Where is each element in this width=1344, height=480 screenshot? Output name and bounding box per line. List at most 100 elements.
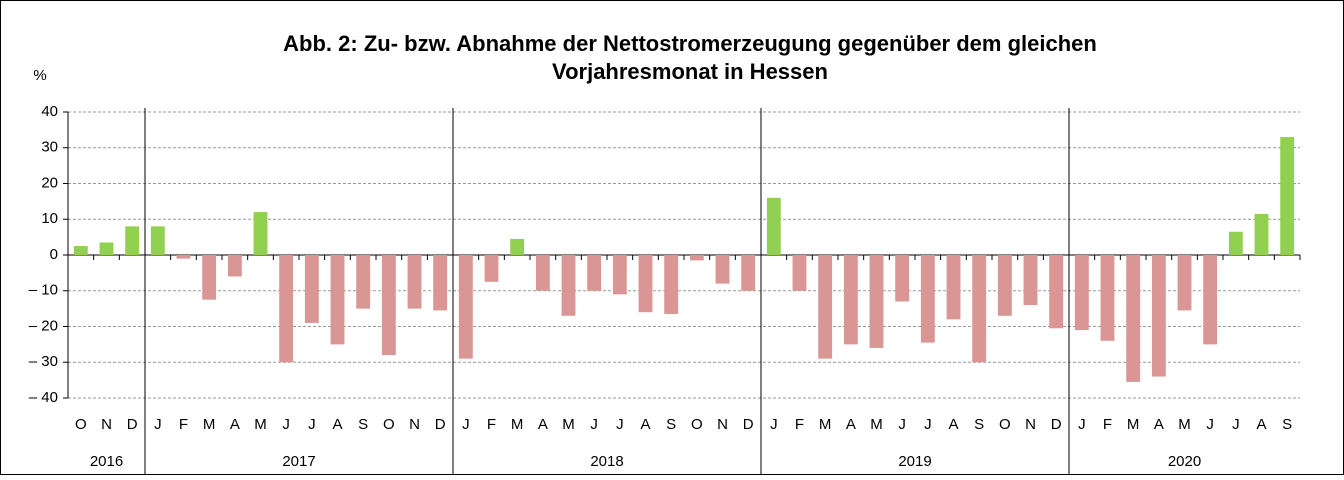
bar bbox=[818, 255, 833, 359]
bar bbox=[484, 255, 499, 282]
x-tick-label: J bbox=[616, 416, 624, 433]
bar bbox=[587, 255, 602, 291]
bar bbox=[715, 255, 730, 284]
bar bbox=[510, 238, 525, 255]
year-label: 2016 bbox=[90, 453, 123, 470]
x-tick-label: O bbox=[691, 416, 703, 433]
bar bbox=[1228, 231, 1243, 255]
bar bbox=[1177, 255, 1192, 311]
y-axis-label: % bbox=[33, 67, 46, 84]
x-tick-label: M bbox=[870, 416, 883, 433]
x-tick-label: M bbox=[562, 416, 575, 433]
x-tick-label: M bbox=[511, 416, 524, 433]
bar bbox=[150, 226, 165, 255]
bar bbox=[612, 255, 627, 295]
x-tick-label: M bbox=[254, 416, 267, 433]
bar bbox=[1100, 255, 1115, 341]
bar bbox=[972, 255, 987, 363]
x-tick-label: O bbox=[999, 416, 1011, 433]
bar bbox=[869, 255, 884, 348]
bar bbox=[689, 255, 704, 261]
x-tick-label: A bbox=[846, 416, 856, 433]
x-tick-label: M bbox=[1127, 416, 1140, 433]
bar bbox=[638, 255, 653, 313]
x-tick-label: J bbox=[462, 416, 470, 433]
bar bbox=[73, 246, 88, 255]
x-tick-label: O bbox=[75, 416, 87, 433]
bar bbox=[227, 255, 242, 277]
x-tick-label: M bbox=[203, 416, 216, 433]
bar bbox=[1203, 255, 1218, 345]
x-tick-label: N bbox=[1025, 416, 1036, 433]
y-tick-label: 20 bbox=[41, 174, 58, 191]
bar bbox=[253, 212, 268, 255]
x-tick-label: N bbox=[717, 416, 728, 433]
x-tick-label: N bbox=[409, 416, 420, 433]
bar bbox=[381, 255, 396, 356]
bar bbox=[99, 242, 114, 255]
x-tick-label: J bbox=[898, 416, 906, 433]
bar bbox=[125, 226, 140, 255]
bar bbox=[792, 255, 807, 291]
chart-title: Abb. 2: Zu- bzw. Abnahme der Nettostrome… bbox=[283, 31, 1097, 56]
y-tick-label: 10 bbox=[41, 210, 58, 227]
bar bbox=[946, 255, 961, 320]
x-tick-label: F bbox=[1103, 416, 1112, 433]
x-tick-label: F bbox=[487, 416, 496, 433]
y-tick-label: – 40 bbox=[29, 389, 58, 406]
x-tick-label: A bbox=[332, 416, 342, 433]
bar bbox=[843, 255, 858, 345]
x-tick-label: A bbox=[538, 416, 548, 433]
bar bbox=[1151, 255, 1166, 377]
bar bbox=[458, 255, 473, 359]
x-tick-label: J bbox=[1078, 416, 1086, 433]
bar bbox=[1023, 255, 1038, 306]
x-tick-label: J bbox=[282, 416, 290, 433]
bar bbox=[304, 255, 319, 323]
x-tick-label: D bbox=[127, 416, 138, 433]
x-tick-label: J bbox=[154, 416, 162, 433]
bar bbox=[535, 255, 550, 291]
x-tick-label: J bbox=[1206, 416, 1214, 433]
x-tick-label: S bbox=[974, 416, 984, 433]
bar bbox=[1254, 213, 1269, 255]
bar bbox=[1280, 137, 1295, 255]
x-tick-label: A bbox=[640, 416, 650, 433]
year-label: 2018 bbox=[590, 453, 623, 470]
bar bbox=[202, 255, 217, 300]
y-tick-label: – 20 bbox=[29, 317, 58, 334]
x-tick-label: D bbox=[1051, 416, 1062, 433]
x-tick-label: J bbox=[770, 416, 778, 433]
y-tick-label: 30 bbox=[41, 139, 58, 156]
year-label: 2017 bbox=[282, 453, 315, 470]
x-tick-label: J bbox=[1232, 416, 1240, 433]
bar bbox=[330, 255, 345, 345]
bar bbox=[433, 255, 448, 311]
x-tick-label: S bbox=[358, 416, 368, 433]
year-label: 2019 bbox=[898, 453, 931, 470]
y-tick-label: 40 bbox=[41, 103, 58, 120]
x-tick-label: F bbox=[795, 416, 804, 433]
bar bbox=[561, 255, 576, 316]
x-tick-label: A bbox=[1154, 416, 1164, 433]
year-label: 2020 bbox=[1168, 453, 1201, 470]
x-tick-label: J bbox=[924, 416, 932, 433]
chart-subtitle: Vorjahresmonat in Hessen bbox=[552, 59, 828, 84]
x-tick-label: S bbox=[666, 416, 676, 433]
x-tick-label: S bbox=[1282, 416, 1292, 433]
y-tick-label: – 30 bbox=[29, 353, 58, 370]
x-tick-label: A bbox=[230, 416, 240, 433]
x-tick-label: A bbox=[1256, 416, 1266, 433]
bar bbox=[895, 255, 910, 302]
x-tick-label: A bbox=[948, 416, 958, 433]
bar bbox=[279, 255, 294, 363]
bar bbox=[1126, 255, 1141, 382]
x-tick-label: J bbox=[590, 416, 598, 433]
bar bbox=[356, 255, 371, 309]
x-tick-label: D bbox=[435, 416, 446, 433]
x-tick-label: F bbox=[179, 416, 188, 433]
y-tick-label: – 10 bbox=[29, 282, 58, 299]
bar bbox=[1074, 255, 1089, 331]
bar bbox=[766, 197, 781, 255]
